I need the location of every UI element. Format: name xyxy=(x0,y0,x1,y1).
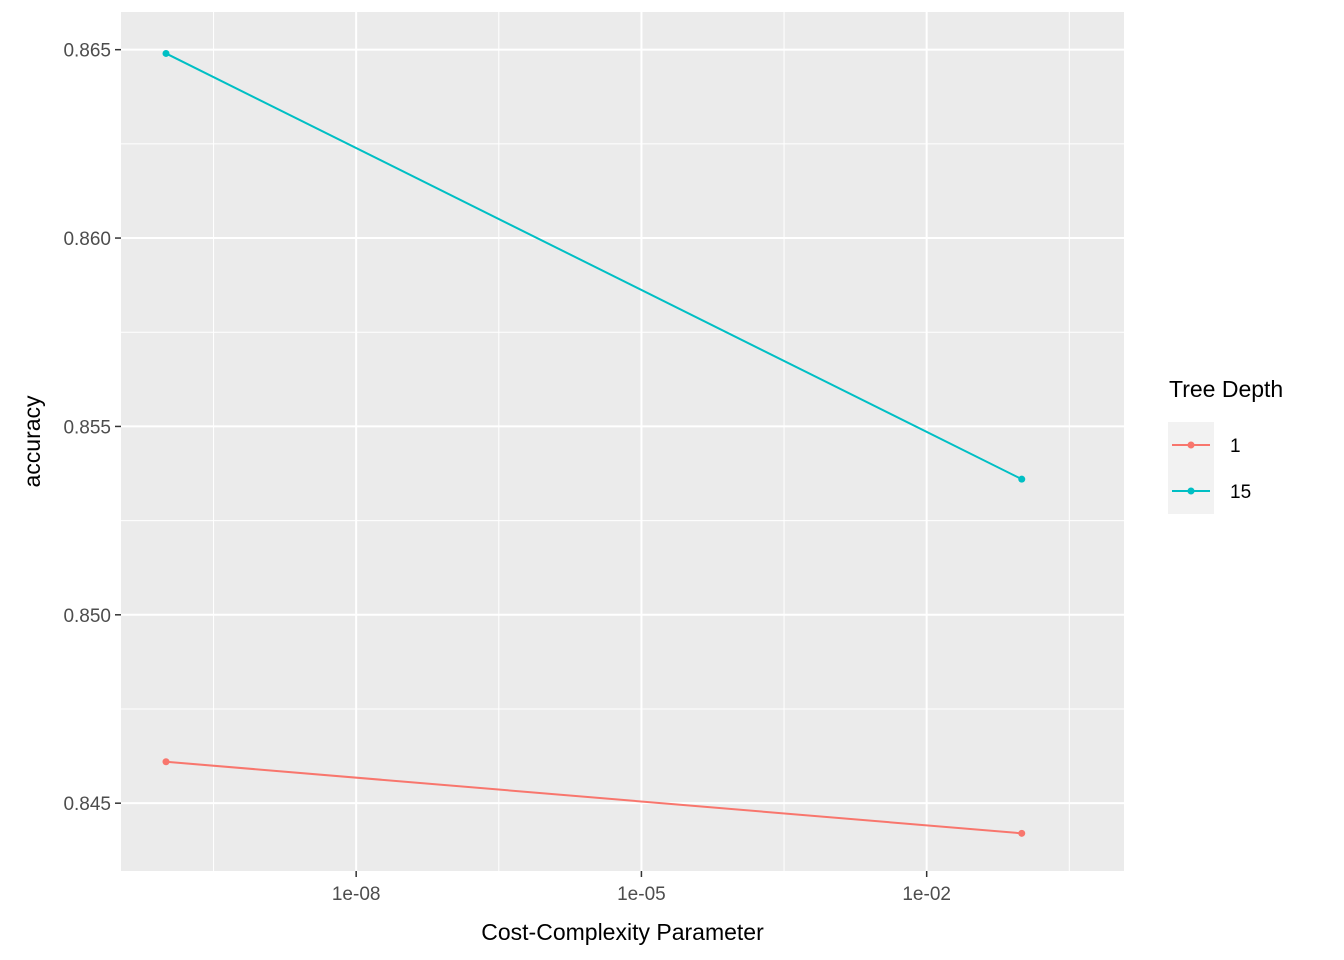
grid-minor xyxy=(121,12,1124,871)
data-point-1 xyxy=(162,758,170,766)
legend-items: 1 15 xyxy=(1172,436,1251,503)
y-axis-title: accuracy xyxy=(19,395,45,488)
x-tick-label: 1e-05 xyxy=(617,884,666,905)
y-tick-label: 0.860 xyxy=(63,229,111,250)
legend-keys-background xyxy=(1168,422,1214,514)
grid-major xyxy=(121,12,1124,871)
data-point-15 xyxy=(162,49,170,57)
series-line-15 xyxy=(165,52,1023,481)
x-tick-label: 1e-08 xyxy=(332,884,381,905)
data-point-15 xyxy=(1018,475,1026,483)
series-line-1 xyxy=(165,760,1022,835)
y-tick-label: 0.865 xyxy=(63,41,111,62)
legend-label-1: 1 xyxy=(1230,436,1241,457)
legend: Tree Depth 1 15 xyxy=(1168,376,1283,514)
series-layer xyxy=(162,49,1026,837)
y-tick-label: 0.845 xyxy=(63,794,111,815)
legend-key-point-1 xyxy=(1187,441,1195,449)
x-axis: 1e-08 1e-05 1e-02 xyxy=(332,871,951,905)
y-tick-label: 0.850 xyxy=(63,606,111,627)
y-tick-label: 0.855 xyxy=(63,417,111,438)
legend-key-point-15 xyxy=(1187,487,1195,495)
x-tick-label: 1e-02 xyxy=(902,884,951,905)
legend-label-15: 15 xyxy=(1230,482,1251,503)
legend-title: Tree Depth xyxy=(1169,376,1283,402)
plot-panel xyxy=(121,12,1124,871)
y-axis: 0.845 0.850 0.855 0.860 0.865 xyxy=(63,41,121,815)
data-point-1 xyxy=(1018,829,1026,837)
x-axis-title: Cost-Complexity Parameter xyxy=(481,919,764,945)
